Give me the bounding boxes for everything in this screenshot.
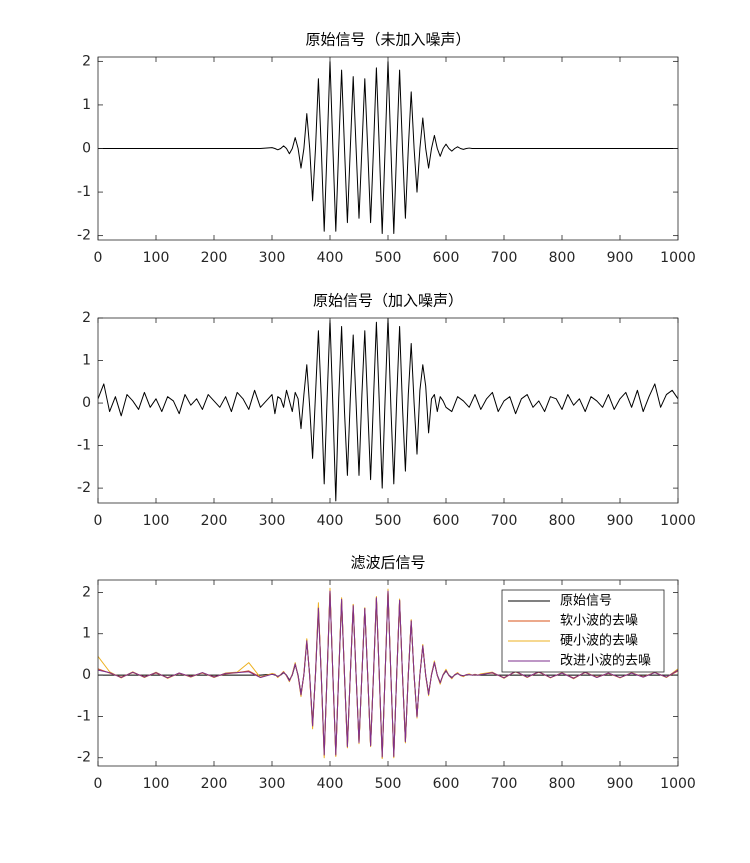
x-tick-label: 500 bbox=[375, 513, 402, 529]
x-tick-label: 700 bbox=[491, 513, 518, 529]
y-tick-label: 2 bbox=[82, 584, 91, 600]
x-tick-label: 0 bbox=[94, 250, 103, 266]
plot-area bbox=[98, 318, 678, 503]
signal-line bbox=[98, 60, 678, 234]
x-tick-label: 900 bbox=[607, 513, 634, 529]
y-tick-label: 0 bbox=[82, 141, 91, 157]
x-tick-label: 700 bbox=[491, 250, 518, 266]
signal-line bbox=[98, 590, 678, 758]
legend-label: 硬小波的去噪 bbox=[560, 633, 638, 649]
x-tick-label: 800 bbox=[549, 513, 576, 529]
x-tick-label: 1000 bbox=[660, 250, 696, 266]
x-tick-label: 600 bbox=[433, 513, 460, 529]
x-tick-label: 400 bbox=[317, 513, 344, 529]
chart-title: 滤波后信号 bbox=[350, 554, 425, 572]
chart-title: 原始信号（加入噪声） bbox=[313, 292, 463, 310]
y-tick-label: 2 bbox=[82, 310, 91, 326]
x-tick-label: 500 bbox=[375, 776, 402, 792]
x-tick-label: 100 bbox=[143, 776, 170, 792]
signal-line bbox=[98, 318, 678, 502]
x-tick-label: 200 bbox=[201, 250, 228, 266]
y-tick-label: -2 bbox=[77, 228, 91, 244]
x-tick-label: 300 bbox=[259, 776, 286, 792]
x-tick-label: 900 bbox=[607, 250, 634, 266]
x-tick-label: 300 bbox=[259, 513, 286, 529]
legend-label: 软小波的去噪 bbox=[560, 613, 638, 629]
series-group bbox=[98, 60, 678, 234]
x-tick-label: 800 bbox=[549, 250, 576, 266]
x-tick-label: 600 bbox=[433, 250, 460, 266]
x-tick-label: 400 bbox=[317, 776, 344, 792]
x-tick-label: 200 bbox=[201, 776, 228, 792]
x-tick-label: 900 bbox=[607, 776, 634, 792]
series-group bbox=[98, 318, 678, 502]
x-tick-label: 300 bbox=[259, 250, 286, 266]
legend-label: 原始信号 bbox=[560, 594, 612, 609]
y-tick-label: -1 bbox=[77, 184, 91, 200]
y-tick-label: 0 bbox=[82, 395, 91, 411]
chart-title: 原始信号（未加入噪声） bbox=[305, 31, 470, 49]
x-tick-label: 600 bbox=[433, 776, 460, 792]
y-tick-label: -1 bbox=[77, 708, 91, 724]
x-tick-label: 100 bbox=[143, 250, 170, 266]
y-tick-label: -2 bbox=[77, 750, 91, 766]
x-tick-label: 400 bbox=[317, 250, 344, 266]
x-tick-label: 500 bbox=[375, 250, 402, 266]
x-tick-label: 200 bbox=[201, 513, 228, 529]
x-tick-label: 100 bbox=[143, 513, 170, 529]
series-group bbox=[98, 587, 678, 760]
x-tick-label: 0 bbox=[94, 513, 103, 529]
x-tick-label: 1000 bbox=[660, 776, 696, 792]
y-tick-label: 2 bbox=[82, 53, 91, 69]
y-tick-label: 1 bbox=[82, 97, 91, 113]
y-tick-label: 1 bbox=[82, 353, 91, 369]
y-tick-label: 0 bbox=[82, 667, 91, 683]
x-tick-label: 700 bbox=[491, 776, 518, 792]
x-tick-label: 0 bbox=[94, 776, 103, 792]
y-tick-label: -1 bbox=[77, 438, 91, 454]
legend-label: 改进小波的去噪 bbox=[560, 653, 651, 669]
y-tick-label: 1 bbox=[82, 626, 91, 642]
x-tick-label: 800 bbox=[549, 776, 576, 792]
x-tick-label: 1000 bbox=[660, 513, 696, 529]
y-tick-label: -2 bbox=[77, 480, 91, 496]
legend-box bbox=[501, 589, 665, 673]
